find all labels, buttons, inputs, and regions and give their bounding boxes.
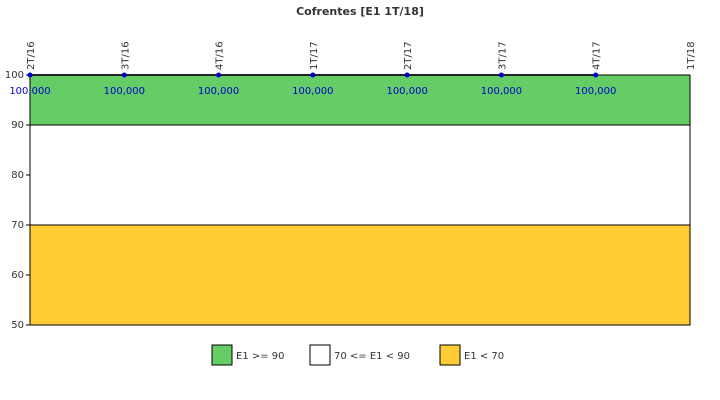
x-tick-label: 4T/17 bbox=[592, 41, 603, 70]
point bbox=[498, 72, 504, 78]
value-label: 100,000 bbox=[9, 86, 50, 97]
legend-swatch bbox=[439, 344, 461, 366]
chart-title: Cofrentes [E1 1T/18] bbox=[296, 5, 424, 18]
point bbox=[310, 72, 316, 78]
value-label: 100,000 bbox=[481, 86, 522, 97]
value-label: 100,000 bbox=[292, 86, 333, 97]
band bbox=[29, 74, 691, 126]
value-label: 100,000 bbox=[575, 86, 616, 97]
point bbox=[216, 72, 222, 78]
x-tick-label: 2T/16 bbox=[26, 41, 37, 70]
point bbox=[404, 72, 410, 78]
legend-swatch bbox=[309, 344, 331, 366]
x-tick-label: 3T/16 bbox=[120, 41, 131, 70]
y-tick-label: 50 bbox=[11, 320, 24, 331]
legend-label: 70 <= E1 < 90 bbox=[334, 351, 410, 362]
x-tick-label: 3T/17 bbox=[497, 41, 508, 70]
point bbox=[121, 72, 127, 78]
x-tick-label: 1T/18 bbox=[686, 41, 697, 70]
band bbox=[29, 124, 691, 226]
y-tick-label: 60 bbox=[11, 270, 24, 281]
legend-swatch bbox=[211, 344, 233, 366]
point bbox=[593, 72, 599, 78]
value-label: 100,000 bbox=[104, 86, 145, 97]
band bbox=[29, 224, 691, 326]
value-label: 100,000 bbox=[386, 86, 427, 97]
y-tick-label: 80 bbox=[11, 170, 24, 181]
x-tick-label: 2T/17 bbox=[403, 41, 414, 70]
legend-label: E1 >= 90 bbox=[236, 351, 285, 362]
x-tick-label: 1T/17 bbox=[309, 41, 320, 70]
value-label: 100,000 bbox=[198, 86, 239, 97]
legend-label: E1 < 70 bbox=[464, 351, 504, 362]
y-tick-label: 90 bbox=[11, 120, 24, 131]
x-tick-label: 4T/16 bbox=[215, 41, 226, 70]
point bbox=[27, 72, 33, 78]
y-tick-label: 70 bbox=[11, 220, 24, 231]
y-tick-label: 100 bbox=[5, 70, 24, 81]
